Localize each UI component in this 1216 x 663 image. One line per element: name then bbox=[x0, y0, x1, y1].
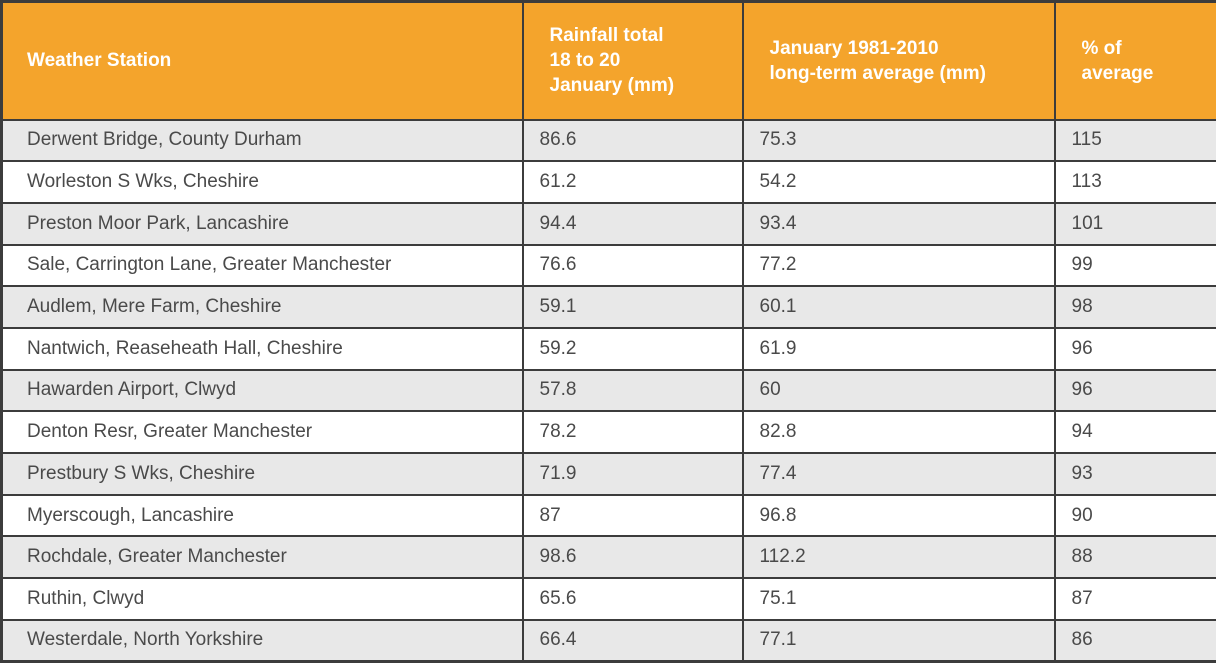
cell-longterm-average: 77.2 bbox=[741, 243, 1056, 288]
table-body: Derwent Bridge, County Durham 86.6 75.3 115… bbox=[0, 118, 1216, 663]
table-row: Myerscough, Lancashire 87 96.8 90 bbox=[0, 493, 1216, 538]
cell-rainfall-total: 98.6 bbox=[521, 535, 744, 580]
table-row: Worleston S Wks, Cheshire 61.2 54.2 113 bbox=[0, 160, 1216, 204]
cell-station: Myerscough, Lancashire bbox=[0, 493, 524, 538]
cell-percent-of-average: 99 bbox=[1053, 243, 1216, 288]
cell-percent-of-average: 96 bbox=[1053, 368, 1216, 413]
cell-longterm-average: 77.4 bbox=[741, 452, 1056, 496]
cell-rainfall-total: 94.4 bbox=[521, 201, 744, 246]
cell-longterm-average: 82.8 bbox=[741, 410, 1056, 454]
table-row: Ruthin, Clwyd 65.6 75.1 87 bbox=[0, 577, 1216, 621]
table-row: Denton Resr, Greater Manchester 78.2 82.8 9… bbox=[0, 410, 1216, 454]
cell-longterm-average: 61.9 bbox=[741, 326, 1056, 371]
table-row: Hawarden Airport, Clwyd 57.8 60 96 bbox=[0, 368, 1216, 413]
table-row: Audlem, Mere Farm, Cheshire 59.1 60.1 98 bbox=[0, 285, 1216, 329]
cell-percent-of-average: 93 bbox=[1053, 452, 1216, 496]
cell-longterm-average: 77.1 bbox=[741, 618, 1056, 663]
cell-station: Derwent Bridge, County Durham bbox=[0, 118, 524, 163]
cell-rainfall-total: 59.2 bbox=[521, 326, 744, 371]
cell-longterm-average: 96.8 bbox=[741, 493, 1056, 538]
cell-percent-of-average: 113 bbox=[1053, 160, 1216, 204]
cell-station: Denton Resr, Greater Manchester bbox=[0, 410, 524, 454]
table-row: Sale, Carrington Lane, Greater Mancheste… bbox=[0, 243, 1216, 288]
cell-rainfall-total: 57.8 bbox=[521, 368, 744, 413]
cell-station: Worleston S Wks, Cheshire bbox=[0, 160, 524, 204]
table-row: Preston Moor Park, Lancashire 94.4 93.4 101 bbox=[0, 201, 1216, 246]
cell-percent-of-average: 98 bbox=[1053, 285, 1216, 329]
table-row: Nantwich, Reaseheath Hall, Cheshire 59.2 6… bbox=[0, 326, 1216, 371]
cell-station: Sale, Carrington Lane, Greater Mancheste… bbox=[0, 243, 524, 288]
cell-percent-of-average: 101 bbox=[1053, 201, 1216, 246]
cell-percent-of-average: 86 bbox=[1053, 618, 1216, 663]
table-row: Rochdale, Greater Manchester 98.6 112.2 88 bbox=[0, 535, 1216, 580]
cell-rainfall-total: 61.2 bbox=[521, 160, 744, 204]
cell-rainfall-total: 59.1 bbox=[521, 285, 744, 329]
cell-longterm-average: 75.1 bbox=[741, 577, 1056, 621]
cell-rainfall-total: 66.4 bbox=[521, 618, 744, 663]
cell-station: Nantwich, Reaseheath Hall, Cheshire bbox=[0, 326, 524, 371]
cell-percent-of-average: 88 bbox=[1053, 535, 1216, 580]
cell-station: Hawarden Airport, Clwyd bbox=[0, 368, 524, 413]
cell-station: Preston Moor Park, Lancashire bbox=[0, 201, 524, 246]
cell-longterm-average: 60 bbox=[741, 368, 1056, 413]
cell-percent-of-average: 87 bbox=[1053, 577, 1216, 621]
column-header-rainfall-total: Rainfall total 18 to 20 January (mm) bbox=[521, 0, 744, 121]
cell-station: Audlem, Mere Farm, Cheshire bbox=[0, 285, 524, 329]
table-row: Westerdale, North Yorkshire 66.4 77.1 86 bbox=[0, 618, 1216, 663]
cell-percent-of-average: 90 bbox=[1053, 493, 1216, 538]
cell-percent-of-average: 94 bbox=[1053, 410, 1216, 454]
cell-longterm-average: 60.1 bbox=[741, 285, 1056, 329]
header-row: Weather Station Rainfall total 18 to 20 … bbox=[0, 0, 1216, 121]
cell-station: Prestbury S Wks, Cheshire bbox=[0, 452, 524, 496]
column-header-percent-of-average: % of average bbox=[1053, 0, 1216, 121]
cell-station: Westerdale, North Yorkshire bbox=[0, 618, 524, 663]
cell-longterm-average: 93.4 bbox=[741, 201, 1056, 246]
cell-station: Ruthin, Clwyd bbox=[0, 577, 524, 621]
cell-longterm-average: 54.2 bbox=[741, 160, 1056, 204]
cell-longterm-average: 75.3 bbox=[741, 118, 1056, 163]
cell-station: Rochdale, Greater Manchester bbox=[0, 535, 524, 580]
cell-rainfall-total: 87 bbox=[521, 493, 744, 538]
cell-longterm-average: 112.2 bbox=[741, 535, 1056, 580]
cell-percent-of-average: 115 bbox=[1053, 118, 1216, 163]
table-row: Prestbury S Wks, Cheshire 71.9 77.4 93 bbox=[0, 452, 1216, 496]
cell-rainfall-total: 86.6 bbox=[521, 118, 744, 163]
cell-rainfall-total: 71.9 bbox=[521, 452, 744, 496]
cell-rainfall-total: 65.6 bbox=[521, 577, 744, 621]
cell-rainfall-total: 78.2 bbox=[521, 410, 744, 454]
column-header-longterm-average: January 1981-2010 long-term average (mm) bbox=[741, 0, 1056, 121]
cell-rainfall-total: 76.6 bbox=[521, 243, 744, 288]
cell-percent-of-average: 96 bbox=[1053, 326, 1216, 371]
table-row: Derwent Bridge, County Durham 86.6 75.3 115 bbox=[0, 118, 1216, 163]
column-header-weather-station: Weather Station bbox=[0, 0, 524, 121]
